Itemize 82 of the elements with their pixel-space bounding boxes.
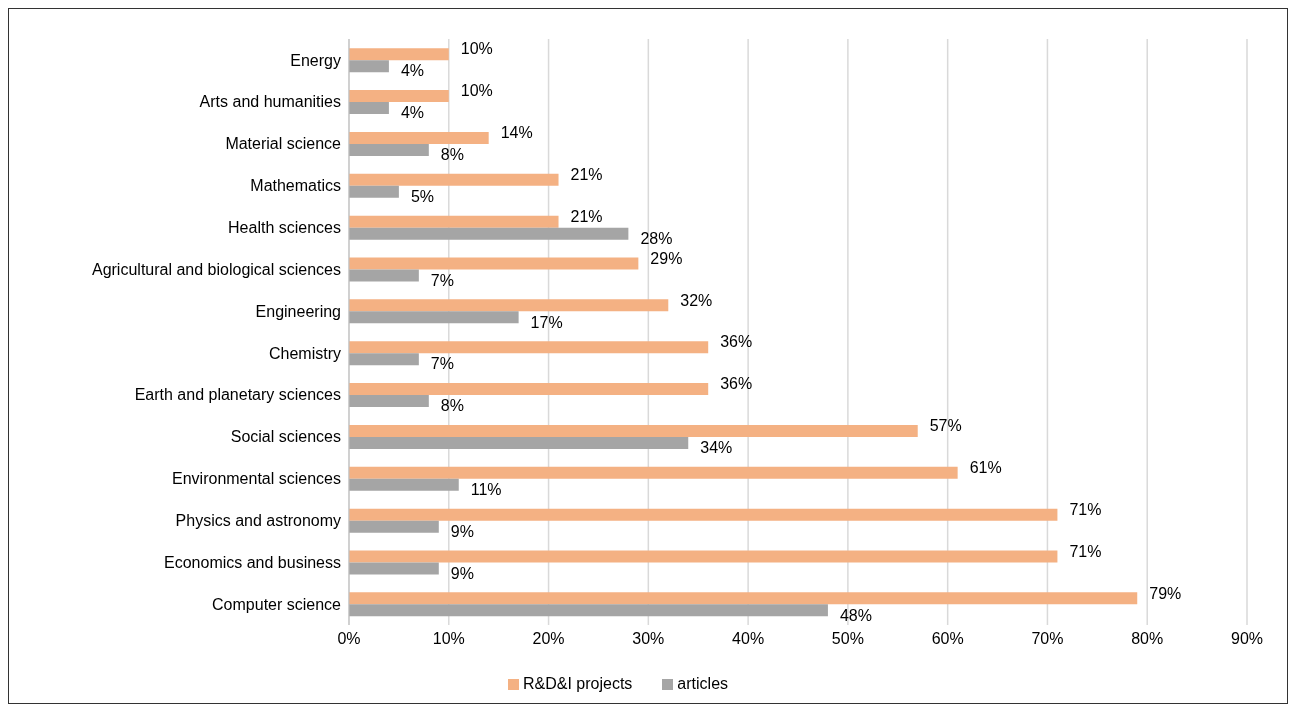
y-tick-label: Agricultural and biological sciences [91, 260, 341, 278]
y-tick-label: Environmental sciences [172, 470, 341, 488]
data-label: 32% [680, 291, 713, 309]
y-tick-label: Social sciences [230, 428, 341, 446]
bar [349, 478, 459, 491]
bar [349, 102, 389, 115]
x-tick-label: 30% [632, 630, 665, 648]
bar [349, 436, 689, 449]
bar [349, 395, 429, 408]
bar [349, 90, 449, 103]
data-label: 11% [470, 481, 502, 499]
bar [349, 383, 709, 396]
data-label: 4% [400, 104, 425, 122]
y-tick-label: Energy [290, 51, 341, 69]
bar [349, 227, 629, 240]
data-label: 7% [430, 355, 454, 373]
data-label: 8% [440, 146, 464, 164]
bar [349, 341, 709, 354]
bar [349, 508, 1058, 521]
data-label: 57% [929, 417, 962, 435]
data-label: 61% [969, 459, 1002, 477]
data-label: 29% [650, 249, 683, 267]
y-tick-label: Material science [225, 135, 342, 153]
data-label: 21% [570, 207, 603, 225]
data-label: 48% [839, 606, 872, 624]
bar [349, 520, 439, 533]
data-label: 21% [570, 166, 603, 184]
bar [349, 143, 429, 156]
y-tick-label: Chemistry [268, 344, 341, 362]
data-label: 7% [430, 271, 454, 289]
data-label: 34% [700, 439, 733, 457]
y-tick-label: Earth and planetary sciences [134, 386, 341, 404]
bar [349, 562, 439, 575]
data-label: 36% [720, 333, 753, 351]
y-tick-label: Physics and astronomy [175, 512, 341, 530]
bar [349, 185, 399, 198]
data-label: 71% [1069, 500, 1102, 518]
y-tick-label: Economics and business [164, 553, 341, 571]
data-label: 17% [530, 313, 563, 331]
data-label: 8% [440, 397, 464, 415]
data-label: 71% [1069, 542, 1102, 560]
data-label: 5% [410, 188, 435, 206]
x-tick-label: 80% [1131, 630, 1164, 648]
x-tick-label: 20% [532, 630, 565, 648]
bar [349, 60, 389, 73]
y-tick-label: Mathematics [250, 177, 341, 195]
x-tick-label: 90% [1230, 630, 1264, 648]
x-tick-label: 0% [337, 630, 361, 648]
x-tick-label: 50% [831, 630, 864, 648]
data-label: 4% [400, 62, 425, 80]
data-label: 9% [450, 564, 474, 582]
x-tick-label: 10% [432, 630, 465, 648]
bar [349, 604, 828, 617]
y-tick-label: Engineering [255, 302, 341, 320]
bar [349, 215, 559, 228]
bar [349, 269, 419, 282]
data-label: 36% [720, 375, 753, 393]
data-label: 9% [450, 522, 474, 540]
x-tick-label: 70% [1031, 630, 1064, 648]
data-label: 10% [460, 82, 493, 100]
x-tick-label: 40% [732, 630, 765, 648]
y-tick-label: Computer science [212, 595, 342, 613]
legend-label: R&D&I projects [522, 675, 633, 692]
bar [349, 48, 449, 61]
bar [349, 592, 1138, 605]
bar [349, 550, 1058, 563]
data-label: 79% [1149, 584, 1182, 602]
data-label: 28% [640, 229, 673, 247]
y-tick-label: Arts and humanities [199, 93, 341, 111]
bar [349, 424, 918, 437]
bar [349, 173, 559, 186]
bar [349, 353, 419, 366]
data-label: 14% [500, 124, 533, 142]
x-tick-label: 60% [931, 630, 964, 648]
bar [349, 466, 958, 479]
bar [349, 299, 669, 312]
legend-label: articles [677, 675, 729, 692]
data-label: 10% [460, 40, 493, 58]
y-tick-label: Health sciences [228, 219, 341, 237]
bar [349, 257, 639, 270]
bar [349, 311, 519, 324]
bar [349, 131, 489, 144]
